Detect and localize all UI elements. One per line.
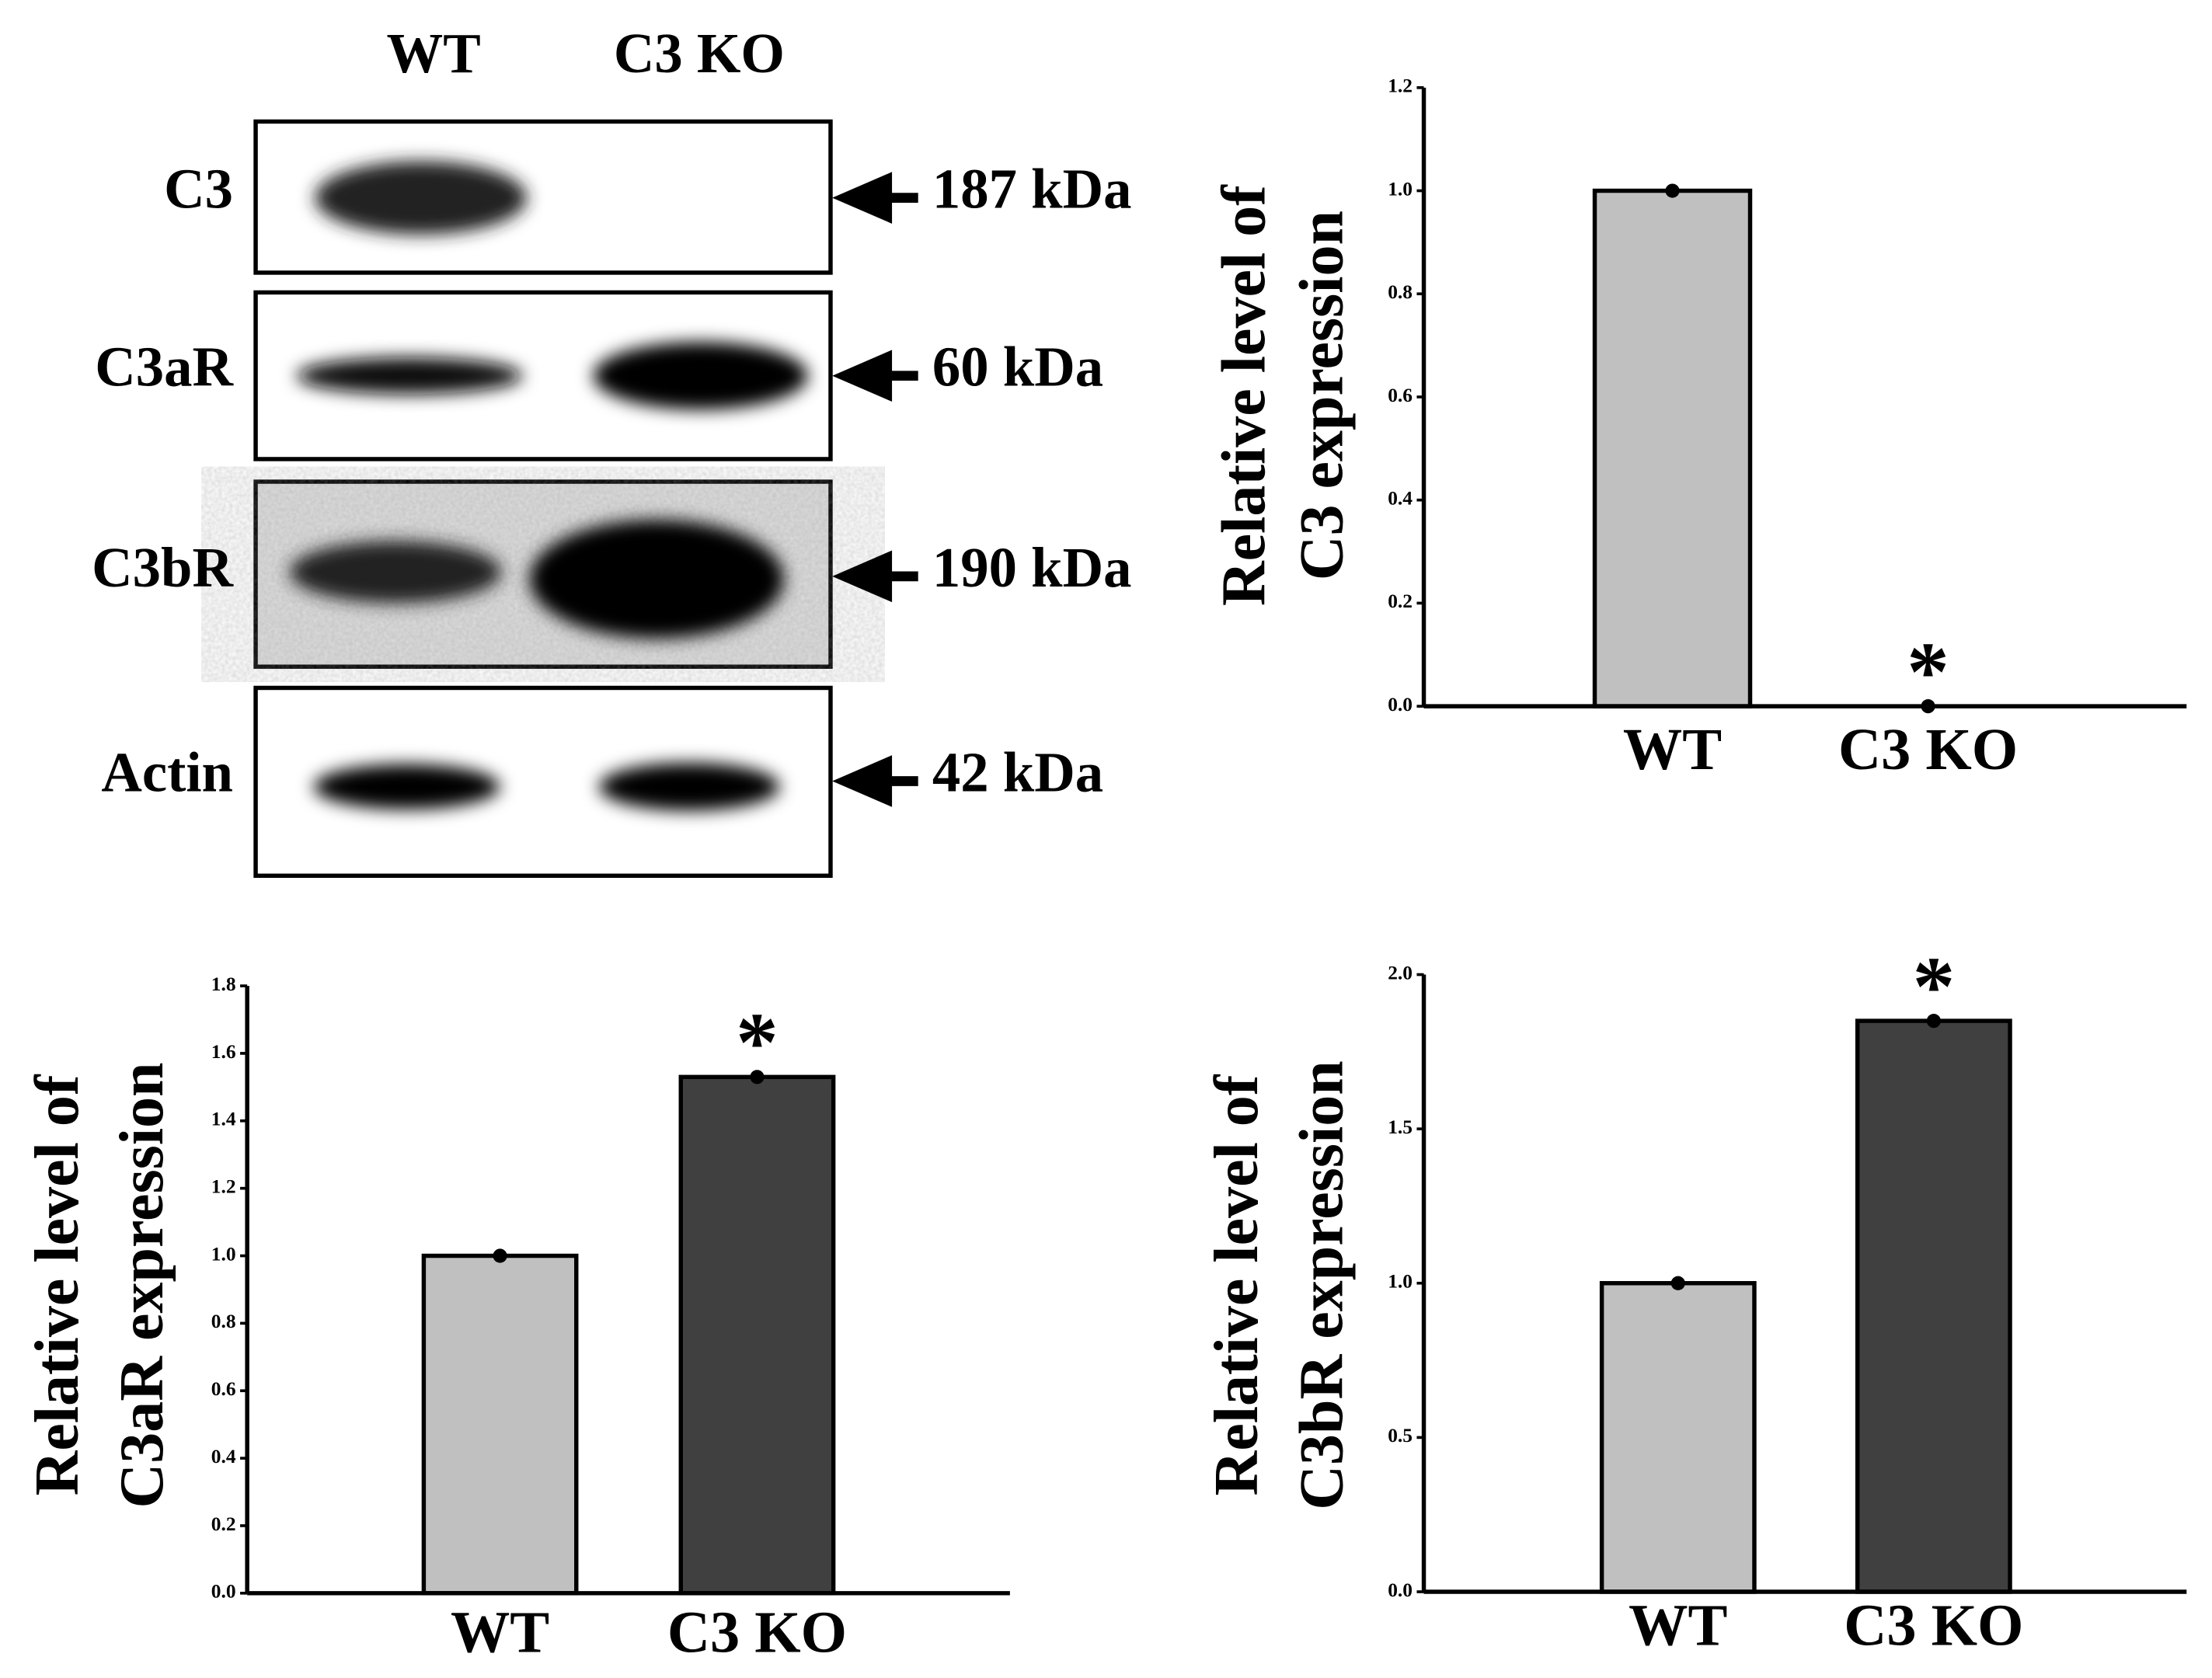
y-axis-label: C3 expression	[1287, 211, 1356, 580]
data-point	[1665, 183, 1680, 198]
x-tick-label: WT	[1629, 1592, 1727, 1658]
y-tick-label: 1.5	[1388, 1116, 1413, 1138]
arrow	[832, 755, 918, 807]
arrow	[832, 172, 918, 224]
x-tick-label: WT	[451, 1600, 549, 1666]
y-tick-label: 1.8	[211, 973, 236, 995]
x-tick-label: C3 KO	[1838, 716, 2018, 782]
band	[315, 161, 528, 235]
bar	[678, 1074, 836, 1596]
bar	[421, 1253, 579, 1596]
band	[598, 762, 780, 811]
size-label: 187 kDa	[932, 158, 1132, 221]
y-tick-label: 0.8	[1388, 280, 1413, 303]
y-tick-label: 0.8	[211, 1310, 236, 1332]
band	[529, 520, 784, 639]
band	[313, 764, 500, 809]
y-axis-label: C3aR expression	[108, 1062, 176, 1508]
y-tick-label: 0.5	[1388, 1424, 1413, 1446]
lane-label: WT	[387, 22, 481, 85]
bar	[1592, 188, 1753, 708]
y-axis-label: C3bR expression	[1287, 1060, 1356, 1509]
band	[296, 357, 523, 395]
y-axis-label: Relative level of	[23, 1074, 92, 1495]
data-point	[750, 1070, 765, 1084]
y-tick-label: 0.2	[211, 1513, 236, 1535]
annotation: *	[736, 996, 779, 1090]
arrow	[832, 550, 918, 603]
y-axis-label: Relative level of	[1203, 1074, 1271, 1495]
x-tick-label: C3 KO	[667, 1600, 847, 1666]
data-point	[493, 1248, 507, 1263]
y-tick-label: 0.6	[1388, 384, 1413, 406]
row-label: C3aR	[95, 336, 234, 399]
row-label: C3	[164, 158, 233, 221]
y-tick-label: 0.0	[1388, 693, 1413, 715]
row-label: Actin	[101, 741, 233, 804]
chart: 0.0 0.2 0.4 0.6 0.8 1.0 1.2 1.4 1.6 1.8 Relative l…	[23, 973, 1010, 1666]
annotation: *	[1907, 625, 1949, 719]
y-tick-label: 0.6	[211, 1377, 236, 1400]
data-point	[1926, 1014, 1941, 1029]
y-tick-label: 1.0	[1388, 1270, 1413, 1293]
chart: 0.0 0.5 1.0 1.5 2.0 Relative level of C3bR exp…	[1203, 939, 2187, 1658]
lane-label: C3 KO	[614, 22, 785, 85]
x-tick-label: WT	[1623, 716, 1722, 782]
y-tick-label: 1.2	[1388, 75, 1413, 97]
western-blot: WT C3 KO	[253, 22, 833, 878]
band	[593, 342, 808, 410]
y-axis-label: Relative level of	[1210, 184, 1278, 606]
y-tick-label: 0.4	[211, 1445, 236, 1467]
y-tick-label: 1.6	[211, 1040, 236, 1063]
annotation: *	[1913, 939, 1956, 1033]
y-tick-label: 1.0	[1388, 177, 1413, 200]
y-tick-label: 0.0	[211, 1580, 236, 1603]
arrow	[832, 350, 918, 402]
y-tick-label: 1.4	[211, 1108, 236, 1130]
bar	[1599, 1281, 1757, 1594]
y-tick-label: 0.0	[1388, 1579, 1413, 1601]
size-label: 60 kDa	[932, 336, 1103, 399]
band	[289, 541, 502, 604]
y-tick-label: 0.2	[1388, 590, 1413, 612]
size-label: 190 kDa	[932, 536, 1132, 599]
y-tick-label: 0.4	[1388, 487, 1413, 510]
x-tick-label: C3 KO	[1844, 1592, 2023, 1658]
data-point	[1670, 1276, 1685, 1290]
y-tick-label: 1.0	[211, 1242, 236, 1265]
y-tick-label: 1.2	[211, 1175, 236, 1197]
bar	[1855, 1018, 2012, 1594]
size-label: 42 kDa	[932, 741, 1103, 804]
row-label: C3bR	[92, 536, 234, 599]
y-tick-label: 2.0	[1388, 961, 1413, 983]
